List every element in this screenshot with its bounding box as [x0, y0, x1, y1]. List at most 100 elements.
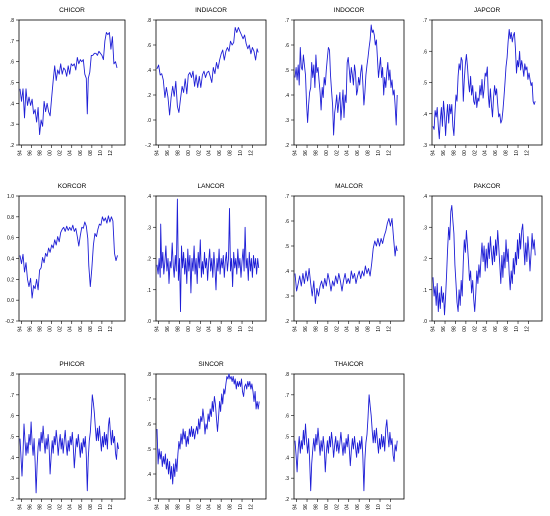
chart-panel-chicor: CHICOR .2 .3 .4 .5 .6 .7 .8 94 96 98 00 02 04 06 08 10 12: [10, 7, 126, 156]
x-tick-label: 12: [108, 326, 114, 332]
x-tick-label: 10: [98, 326, 104, 332]
x-tick-label: 00: [324, 150, 330, 156]
y-tick-label: .7: [285, 393, 289, 399]
x-tick-label: 94: [293, 504, 299, 510]
y-tick-label: .4: [285, 93, 289, 99]
x-tick-label: 00: [186, 504, 192, 510]
y-tick-label: .5: [285, 244, 289, 250]
x-tick-label: 94: [18, 326, 24, 332]
x-tick-label: 98: [175, 150, 181, 156]
chart-panel-thaicor: THAICOR .2 .3 .4 .5 .6 .7 .8 94 96 98 00 02 04 06 08 10 1…: [285, 361, 405, 510]
x-tick-label: 94: [431, 150, 437, 156]
y-tick-label: .6: [147, 43, 151, 49]
x-tick-label: 08: [228, 150, 234, 156]
x-tick-label: 98: [451, 326, 457, 332]
x-tick-label: 12: [386, 150, 392, 156]
series-line: [294, 394, 398, 492]
x-tick-label: 00: [324, 504, 330, 510]
chart-panel-indiacor: INDIACOR -.2 .0 .2 .4 .6 .8 94 96 98 00 02 04 06 08 10 1…: [145, 7, 267, 156]
y-tick-label: .2: [285, 319, 289, 325]
plot-frame: [293, 195, 405, 322]
x-tick-label: 02: [58, 150, 64, 156]
x-tick-label: 96: [28, 326, 34, 332]
y-tick-label: 0.4: [7, 257, 14, 263]
chart-title: KORCOR: [58, 183, 87, 190]
y-tick-label: .1: [423, 288, 427, 294]
x-tick-label: 04: [207, 504, 213, 510]
x-tick-label: 04: [207, 150, 213, 156]
chart-title: SINCOR: [198, 361, 224, 368]
chart-panel-lancor: LANCOR .0 .1 .2 .3 .4 94 96 98 00 02 04 06 08 10 12: [147, 183, 267, 332]
y-tick-label: .8: [10, 18, 14, 24]
y-tick-label: 0.6: [7, 236, 14, 242]
series-line: [432, 28, 536, 140]
x-tick-label: 94: [431, 326, 437, 332]
x-tick-label: 00: [324, 326, 330, 332]
y-tick-label: 0.0: [7, 298, 14, 304]
y-tick-label: .8: [147, 372, 151, 378]
y-tick-label: .2: [10, 143, 14, 149]
chart-panel-pakcor: PAKCOR .0 .1 .2 .3 .4 94 96 98 00 02 04 06 08 10 12: [423, 183, 543, 332]
x-tick-label: 02: [334, 150, 340, 156]
y-tick-label: .3: [10, 122, 14, 128]
chart-title: LANCOR: [197, 183, 224, 190]
x-tick-label: 12: [248, 326, 254, 332]
x-tick-label: 06: [217, 504, 223, 510]
series-line: [156, 198, 260, 313]
chart-title: CHICOR: [59, 7, 85, 14]
y-tick-label: .3: [423, 225, 427, 231]
y-tick-label: .5: [285, 68, 289, 74]
x-tick-label: 96: [165, 504, 171, 510]
y-tick-label: 0.8: [7, 215, 14, 221]
x-tick-label: 10: [238, 326, 244, 332]
y-tick-label: .8: [10, 372, 14, 378]
y-tick-label: .6: [147, 422, 151, 428]
y-tick-label: .3: [10, 476, 14, 482]
y-tick-label: .3: [423, 143, 427, 149]
x-tick-label: 94: [18, 504, 24, 510]
y-tick-label: .4: [285, 269, 289, 275]
x-tick-label: 10: [238, 504, 244, 510]
series-line: [156, 27, 259, 116]
plot-frame: [155, 195, 267, 322]
x-tick-label: 04: [345, 326, 351, 332]
x-tick-label: 10: [514, 150, 520, 156]
x-tick-label: 94: [155, 150, 161, 156]
x-tick-label: 96: [441, 150, 447, 156]
y-tick-label: .6: [10, 414, 14, 420]
x-tick-label: 96: [441, 326, 447, 332]
y-tick-label: .4: [10, 455, 14, 461]
chart-title: MALCOR: [335, 183, 363, 190]
y-tick-label: .3: [285, 294, 289, 300]
y-tick-label: .2: [147, 257, 151, 263]
x-tick-label: 02: [472, 326, 478, 332]
x-tick-label: 02: [472, 150, 478, 156]
x-tick-label: 06: [78, 150, 84, 156]
x-tick-label: 06: [78, 326, 84, 332]
y-tick-label: .7: [10, 39, 14, 45]
y-tick-label: .2: [285, 143, 289, 149]
x-tick-label: 00: [48, 504, 54, 510]
y-tick-label: .7: [423, 18, 427, 24]
x-tick-label: 12: [386, 504, 392, 510]
y-tick-label: .4: [147, 472, 151, 478]
y-tick-label: .7: [285, 18, 289, 24]
x-tick-label: 98: [175, 504, 181, 510]
chart-title: INDIACOR: [195, 7, 227, 14]
chart-panel-phicor: PHICOR .2 .3 .4 .5 .6 .7 .8 94 96 98 00 02 04 06 08 10 12: [10, 361, 126, 510]
series-line: [294, 24, 398, 136]
y-tick-label: .2: [147, 93, 151, 99]
y-tick-label: .2: [285, 497, 289, 503]
series-line: [432, 204, 536, 316]
x-tick-label: 98: [38, 504, 44, 510]
x-tick-label: 06: [493, 150, 499, 156]
y-tick-label: .8: [285, 372, 289, 378]
x-tick-label: 10: [238, 150, 244, 156]
series-line: [19, 32, 118, 136]
x-tick-label: 98: [313, 504, 319, 510]
y-tick-label: .6: [10, 60, 14, 66]
chart-title: INDOCOR: [334, 7, 365, 14]
x-tick-label: 12: [524, 326, 530, 332]
x-tick-label: 08: [366, 504, 372, 510]
x-tick-label: 00: [186, 326, 192, 332]
